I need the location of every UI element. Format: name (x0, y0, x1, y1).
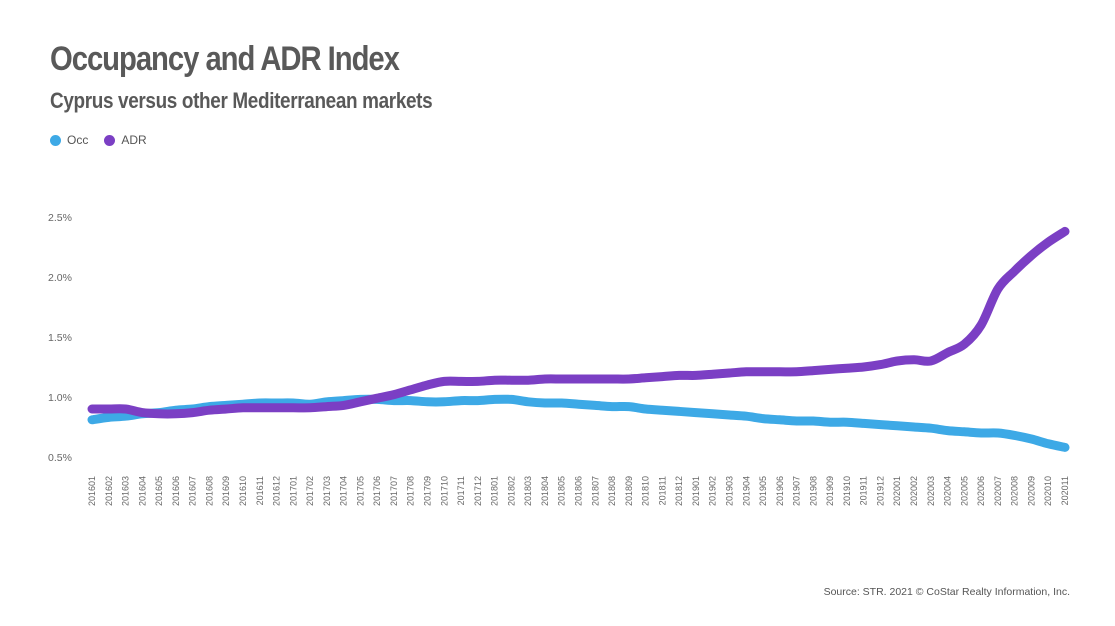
x-tick-label: 201701 (288, 476, 298, 506)
legend-item-adr[interactable]: ADR (104, 133, 147, 147)
x-tick-label: 201804 (540, 476, 550, 506)
x-tick-label: 202009 (1026, 476, 1036, 506)
x-tick-label: 201712 (473, 476, 483, 506)
x-tick-label: 201912 (875, 476, 885, 506)
x-tick-label: 201711 (456, 476, 466, 505)
x-tick-label: 201803 (523, 476, 533, 506)
x-tick-label: 201705 (355, 476, 365, 506)
x-tick-label: 201610 (238, 476, 248, 506)
x-tick-label: 201606 (171, 476, 181, 506)
x-tick-label: 201906 (775, 476, 785, 506)
x-tick-label: 201710 (439, 476, 449, 506)
source-note: Source: STR. 2021 © CoStar Realty Inform… (823, 586, 1070, 598)
y-tick-label: 0.5% (48, 452, 72, 464)
x-tick-label: 202008 (1010, 476, 1020, 506)
x-tick-label: 202011 (1060, 476, 1070, 505)
y-tick-label: 1.5% (48, 332, 72, 344)
chart-title: Occupancy and ADR Index (50, 40, 400, 78)
x-tick-label: 202002 (909, 476, 919, 506)
x-tick-label: 202010 (1043, 476, 1053, 506)
x-tick-label: 201706 (372, 476, 382, 506)
x-tick-label: 201612 (272, 476, 282, 506)
x-tick-label: 201905 (758, 476, 768, 506)
x-tick-label: 201707 (389, 476, 399, 506)
x-tick-label: 201708 (406, 476, 416, 506)
x-tick-label: 201602 (104, 476, 114, 506)
x-tick-label: 201703 (322, 476, 332, 506)
x-tick-label: 201908 (808, 476, 818, 506)
legend-swatch-occ (50, 134, 61, 146)
series-line-adr[interactable] (87, 226, 1070, 419)
series-layer (87, 226, 1070, 452)
x-tick-label: 201910 (842, 476, 852, 506)
x-tick-label: 201806 (574, 476, 584, 506)
x-tick-label: 201902 (708, 476, 718, 506)
x-tick-label: 201809 (624, 476, 634, 506)
x-tick-label: 201704 (339, 476, 349, 506)
x-tick-label: 201808 (607, 476, 617, 506)
x-tick-label: 201911 (859, 476, 869, 505)
y-tick-label: 2.0% (48, 272, 72, 284)
x-tick-label: 201702 (305, 476, 315, 506)
x-tick-label: 202003 (926, 476, 936, 506)
x-tick-label: 202006 (976, 476, 986, 506)
x-tick-label: 201909 (825, 476, 835, 506)
legend-swatch-adr (104, 134, 116, 146)
x-tick-label: 202007 (993, 476, 1003, 506)
x-tick-label: 201607 (188, 476, 198, 506)
x-tick-label: 202004 (943, 476, 953, 506)
x-tick-label: 201810 (641, 476, 651, 506)
x-tick-label: 201609 (221, 476, 231, 506)
x-tick-label: 202005 (959, 476, 969, 506)
x-tick-label: 201811 (657, 476, 667, 505)
y-tick-label: 1.0% (48, 392, 72, 404)
x-tick-label: 201603 (121, 476, 131, 506)
legend-label-occ: Occ (67, 133, 89, 147)
x-tick-label: 201605 (154, 476, 164, 506)
x-tick-label: 201901 (691, 476, 701, 506)
y-axis: 0.5% 1.0% 1.5% 2.0% 2.5% (48, 212, 72, 464)
x-tick-label: 201907 (792, 476, 802, 506)
legend-label-adr: ADR (121, 133, 147, 147)
x-tick-label: 201812 (674, 476, 684, 506)
x-tick-label: 201601 (87, 476, 97, 506)
x-tick-label: 201903 (724, 476, 734, 506)
x-tick-label: 201904 (741, 476, 751, 506)
x-tick-label: 201608 (204, 476, 214, 506)
legend-item-occ[interactable]: Occ (50, 133, 88, 147)
x-tick-label: 201604 (137, 476, 147, 506)
x-tick-label: 201805 (557, 476, 567, 506)
chart-subtitle: Cyprus versus other Mediterranean market… (50, 88, 433, 113)
x-tick-label: 201802 (506, 476, 516, 506)
legend: Occ ADR (50, 133, 147, 147)
x-tick-label: 201801 (490, 476, 500, 506)
x-tick-label: 201611 (255, 476, 265, 505)
y-tick-label: 2.5% (48, 212, 72, 224)
x-tick-label: 201807 (590, 476, 600, 506)
x-tick-label: 202001 (892, 476, 902, 506)
x-axis: 201601 201602 201603 201604 201605 201606 2016… (87, 476, 1070, 506)
x-tick-label: 201709 (423, 476, 433, 506)
